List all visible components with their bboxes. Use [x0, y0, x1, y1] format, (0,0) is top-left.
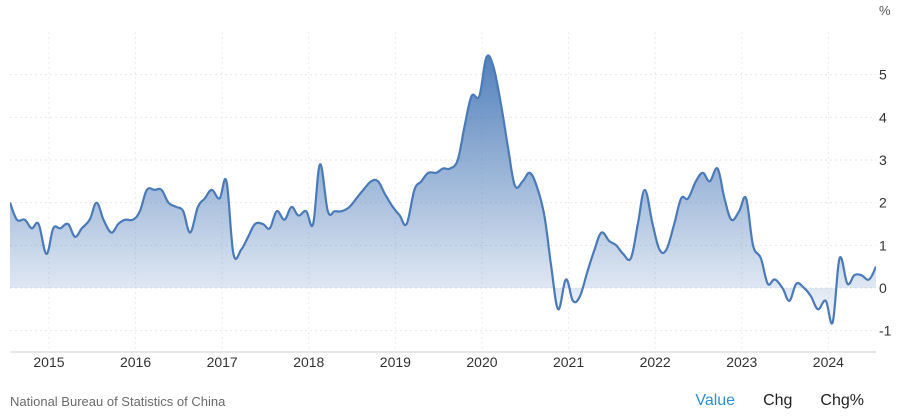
x-tick-label: 2019 [380, 354, 411, 370]
x-tick-label: 2022 [640, 354, 671, 370]
y-tick-label: 5 [879, 67, 887, 83]
y-axis-ticks: 5 4 3 2 1 0 -1 [879, 67, 892, 339]
x-tick-label: 2023 [726, 354, 757, 370]
y-axis-unit-label: % [879, 3, 891, 18]
y-tick-label: 2 [879, 195, 887, 211]
y-tick-label: 0 [879, 280, 887, 296]
tab-chg[interactable]: Chg [763, 392, 793, 409]
x-tick-label: 2021 [553, 354, 584, 370]
y-tick-label: 4 [879, 109, 887, 125]
y-tick-label: -1 [879, 323, 892, 339]
area-chart: 5 4 3 2 1 0 -1 2015 2016 2017 2018 2019 2020 2021 202… [10, 32, 892, 370]
series-line [10, 54, 876, 325]
y-tick-label: 1 [879, 237, 887, 253]
tab-chg-percent[interactable]: Chg% [820, 392, 864, 409]
series-area-fill [10, 55, 876, 324]
x-axis-ticks: 2015 2016 2017 2018 2019 2020 2021 2022 2023 2024 [33, 354, 844, 370]
x-tick-label: 2024 [813, 354, 844, 370]
x-tick-label: 2020 [466, 354, 497, 370]
x-tick-label: 2018 [293, 354, 324, 370]
x-tick-label: 2017 [207, 354, 238, 370]
x-tick-label: 2015 [33, 354, 64, 370]
x-tick-label: 2016 [120, 354, 151, 370]
tab-value[interactable]: Value [695, 392, 736, 409]
y-tick-label: 3 [879, 152, 887, 168]
series-area [10, 54, 876, 325]
view-tabs: Value Chg Chg% [667, 392, 864, 410]
source-label: National Bureau of Statistics of China [10, 394, 226, 409]
